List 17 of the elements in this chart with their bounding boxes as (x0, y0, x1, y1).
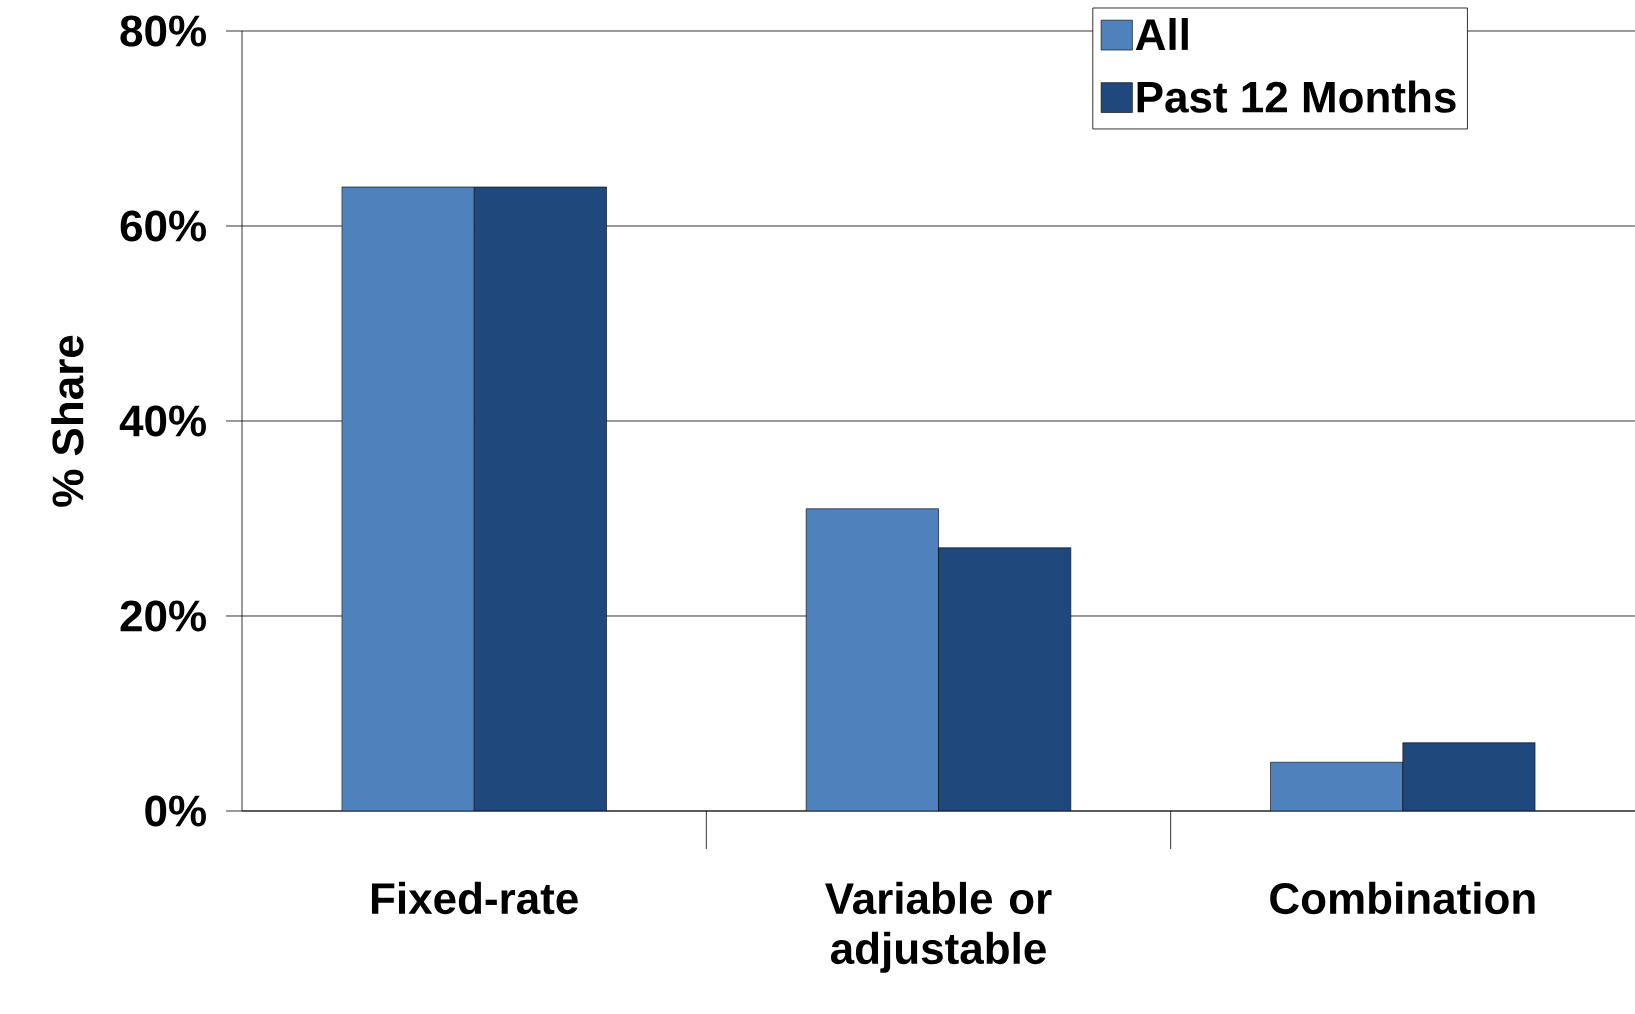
bar (341, 186, 475, 811)
bar (1402, 742, 1536, 811)
x-tick-label: Variable or adjustable (825, 881, 1052, 973)
bar (805, 508, 939, 811)
y-axis-title: % Share (51, 335, 84, 507)
x-tick-label: Fixed-rate (371, 881, 578, 915)
bar (1270, 761, 1404, 811)
bar (473, 186, 607, 811)
y-tick-label: 0% (145, 795, 206, 827)
bar (938, 547, 1072, 811)
legend-label: Past 12 Months (1137, 80, 1456, 113)
y-tick-label: 60% (120, 210, 206, 242)
y-tick-label: 80% (120, 15, 206, 47)
legend-label: All (1135, 17, 1188, 50)
y-tick-label: 40% (119, 405, 206, 437)
y-tick-label: 20% (120, 600, 206, 632)
x-tick-label: Combination (1270, 881, 1535, 915)
